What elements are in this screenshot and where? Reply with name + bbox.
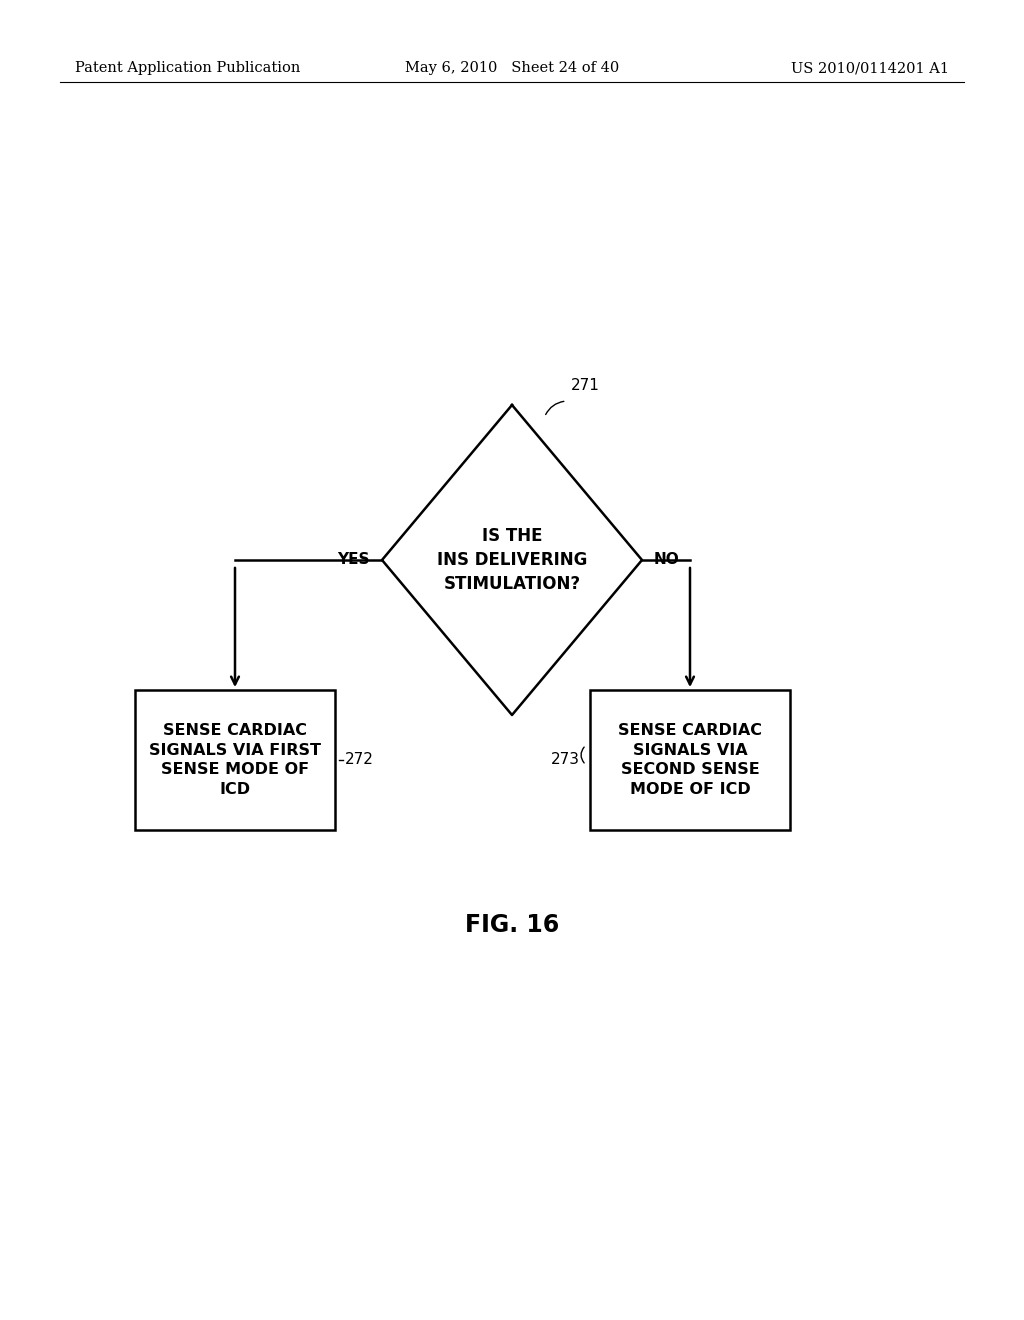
Text: YES: YES <box>338 553 370 568</box>
Bar <box>135 690 335 830</box>
Text: Patent Application Publication: Patent Application Publication <box>75 61 300 75</box>
Text: 272: 272 <box>345 752 374 767</box>
Text: US 2010/0114201 A1: US 2010/0114201 A1 <box>791 61 949 75</box>
Text: NO: NO <box>654 553 680 568</box>
Text: IS THE
INS DELIVERING
STIMULATION?: IS THE INS DELIVERING STIMULATION? <box>437 528 587 593</box>
Text: May 6, 2010   Sheet 24 of 40: May 6, 2010 Sheet 24 of 40 <box>404 61 620 75</box>
Text: SENSE CARDIAC
SIGNALS VIA
SECOND SENSE
MODE OF ICD: SENSE CARDIAC SIGNALS VIA SECOND SENSE M… <box>618 723 762 797</box>
Bar <box>590 690 790 830</box>
Text: SENSE CARDIAC
SIGNALS VIA FIRST
SENSE MODE OF
ICD: SENSE CARDIAC SIGNALS VIA FIRST SENSE MO… <box>150 723 321 797</box>
Text: 271: 271 <box>570 378 599 393</box>
Text: 273: 273 <box>551 752 580 767</box>
Text: FIG. 16: FIG. 16 <box>465 913 559 937</box>
